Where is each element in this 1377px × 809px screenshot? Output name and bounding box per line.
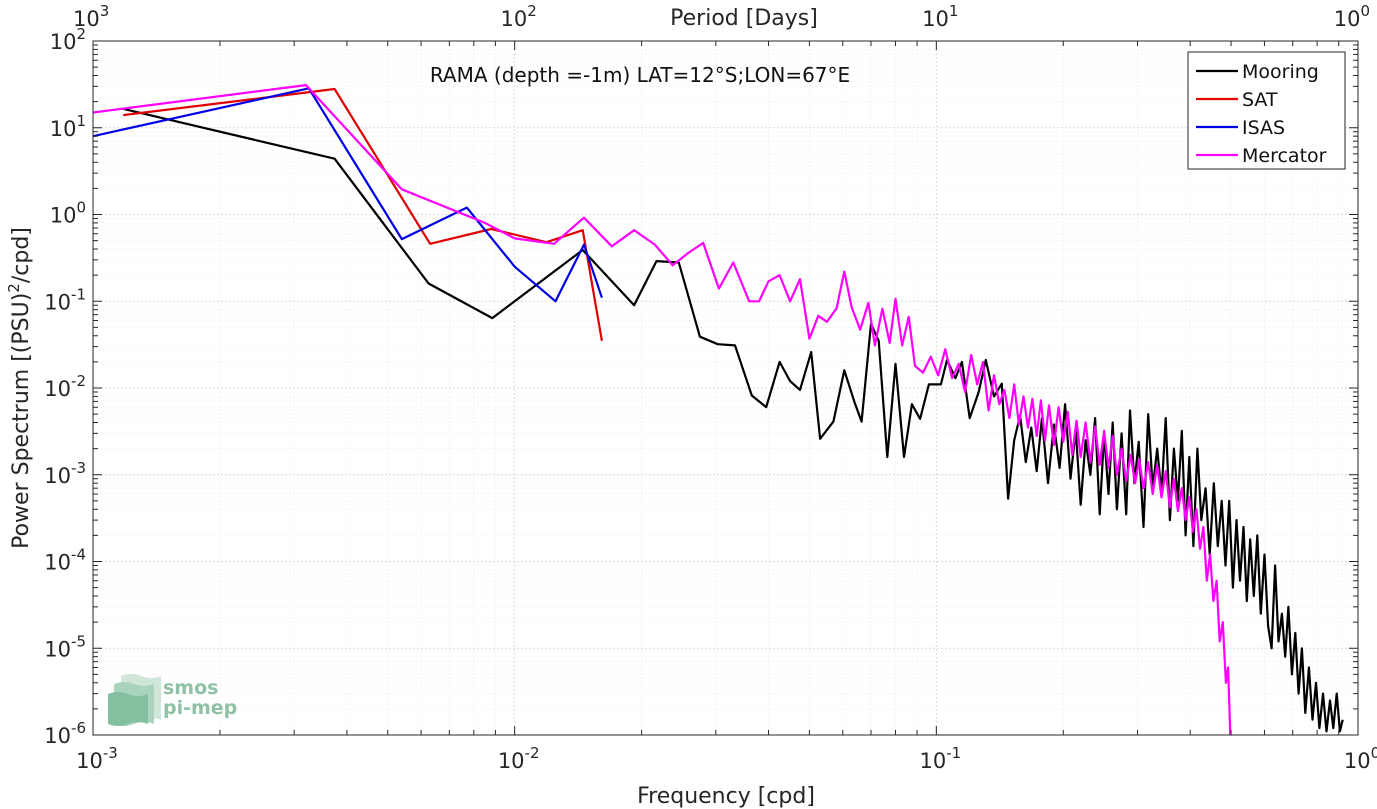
y-tick-label: 10-4 bbox=[44, 546, 86, 575]
y-tick-label: 10-3 bbox=[44, 459, 86, 488]
top-tick-label-base: 10 bbox=[1334, 7, 1361, 31]
y-tick-label: 10-2 bbox=[44, 372, 86, 401]
legend-label-mercator: Mercator bbox=[1242, 145, 1327, 167]
top-tick-label: 103 bbox=[73, 2, 109, 31]
x-tick-labels: 10-3 10-2 10-1 100 bbox=[76, 744, 1377, 773]
y-axis-label: Power Spectrum [(PSU)2/cpd] bbox=[5, 227, 34, 549]
x-tick-label-exp: 0 bbox=[1371, 744, 1377, 762]
x-tick-label-exp: -1 bbox=[946, 744, 961, 762]
top-tick-label-exp: 0 bbox=[1360, 2, 1370, 20]
legend-label-mooring: Mooring bbox=[1242, 61, 1319, 83]
x-axis-label: Frequency [cpd] bbox=[637, 784, 815, 809]
y-axis-label-main: Power Spectrum [(PSU) bbox=[9, 293, 34, 549]
y-tick-label-base: 10 bbox=[44, 724, 71, 748]
top-tick-label-base: 10 bbox=[501, 7, 528, 31]
series-line-isas bbox=[93, 87, 603, 303]
series-line-sat bbox=[123, 87, 603, 341]
y-tick-label: 100 bbox=[50, 199, 86, 228]
y-tick-label-base: 10 bbox=[44, 464, 71, 488]
chart-title: RAMA (depth =-1m) LAT=12°S;LON=67°E bbox=[430, 63, 850, 87]
minor-grid bbox=[93, 41, 1358, 735]
legend-label-sat: SAT bbox=[1242, 89, 1278, 111]
y-tick-label-base: 10 bbox=[44, 290, 71, 314]
top-tick-label: 100 bbox=[1334, 2, 1370, 31]
y-tick-label-exp: -5 bbox=[71, 632, 86, 650]
x-tick-label-base: 10 bbox=[76, 749, 103, 773]
y-tick-label-exp: 2 bbox=[76, 25, 86, 43]
x-tick-label: 10-2 bbox=[498, 744, 540, 773]
top-tick-label-base: 10 bbox=[73, 7, 100, 31]
y-tick-label-base: 10 bbox=[44, 377, 71, 401]
y-tick-label: 102 bbox=[50, 25, 86, 54]
series-layer bbox=[93, 84, 1344, 735]
top-tick-label-base: 10 bbox=[922, 7, 949, 31]
y-tick-label-exp: -3 bbox=[71, 459, 86, 477]
y-axis-label-tail: /cpd] bbox=[9, 227, 34, 283]
y-tick-label-base: 10 bbox=[50, 117, 77, 141]
y-tick-label-base: 10 bbox=[44, 637, 71, 661]
x-tick-label-base: 10 bbox=[1344, 749, 1371, 773]
top-tick-labels: 103 102 101 100 bbox=[73, 2, 1370, 31]
y-tick-label: 10-6 bbox=[44, 719, 86, 748]
x-tick-label-base: 10 bbox=[919, 749, 946, 773]
legend-entries: Mooring SAT ISAS Mercator bbox=[1196, 61, 1327, 167]
x-tick-label: 10-1 bbox=[919, 744, 961, 773]
y-tick-label-exp: -1 bbox=[71, 285, 86, 303]
x-tick-label: 10-3 bbox=[76, 744, 118, 773]
y-tick-label: 101 bbox=[50, 112, 86, 141]
y-tick-label-exp: -4 bbox=[71, 546, 86, 564]
top-tick-label: 102 bbox=[501, 2, 537, 31]
top-axis-label: Period [Days] bbox=[670, 6, 818, 31]
top-tick-label: 101 bbox=[922, 2, 958, 31]
y-tick-label-base: 10 bbox=[50, 204, 77, 228]
y-axis-label-exp: 2 bbox=[5, 283, 23, 293]
axis-ticks bbox=[92, 40, 1359, 736]
legend: Mooring SAT ISAS Mercator bbox=[1187, 51, 1346, 170]
x-tick-label: 100 bbox=[1344, 744, 1377, 773]
top-tick-label-exp: 3 bbox=[100, 2, 110, 20]
y-tick-label-base: 10 bbox=[44, 551, 71, 575]
y-tick-label: 10-5 bbox=[44, 632, 86, 661]
x-tick-label-base: 10 bbox=[498, 749, 525, 773]
legend-label-isas: ISAS bbox=[1242, 117, 1285, 139]
smos-pi-mep-logo: smos pi-mep bbox=[108, 674, 237, 726]
series-line-mercator bbox=[93, 84, 1232, 735]
top-tick-label-exp: 2 bbox=[527, 2, 537, 20]
y-tick-label-exp: 0 bbox=[76, 199, 86, 217]
series-line-mooring bbox=[123, 107, 1344, 733]
y-tick-label-base: 10 bbox=[50, 30, 77, 54]
x-tick-label-exp: -3 bbox=[103, 744, 118, 762]
top-tick-label-exp: 1 bbox=[949, 2, 959, 20]
x-tick-label-exp: -2 bbox=[525, 744, 540, 762]
logo-wave-front bbox=[108, 692, 148, 726]
logo-text-smos: smos bbox=[163, 677, 218, 699]
y-tick-label-exp: -6 bbox=[71, 719, 86, 737]
y-tick-label-exp: 1 bbox=[76, 112, 86, 130]
y-tick-label: 10-1 bbox=[44, 285, 86, 314]
y-tick-label-exp: -2 bbox=[71, 372, 86, 390]
logo-text-pimep: pi-mep bbox=[163, 697, 237, 719]
